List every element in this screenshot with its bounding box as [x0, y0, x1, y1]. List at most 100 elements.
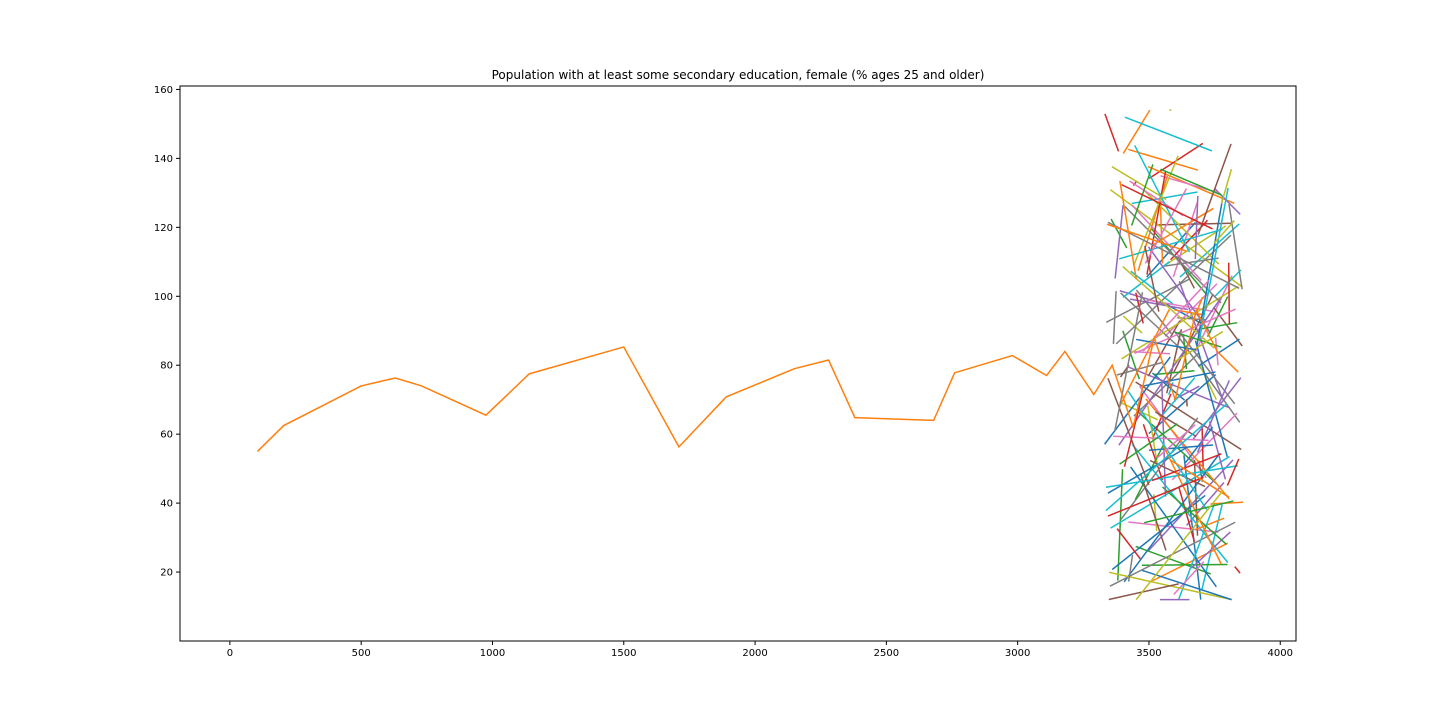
cluster-segment: [1136, 338, 1196, 351]
cluster-segment: [1169, 459, 1230, 498]
cluster-segment: [1107, 377, 1150, 486]
cluster-segment: [1159, 193, 1164, 264]
cluster-segment: [1194, 195, 1199, 260]
cluster-segment: [1185, 399, 1188, 407]
cluster-segment: [1148, 373, 1217, 435]
cluster-segment: [1182, 334, 1188, 370]
cluster-segment: [1135, 381, 1242, 451]
series-line-0: [256, 307, 1239, 452]
cluster-segment: [1201, 425, 1204, 470]
y-tick-label: 120: [154, 223, 173, 234]
plot-frame: [179, 85, 1297, 642]
cluster-segment: [1173, 561, 1205, 595]
cluster-segment: [1114, 292, 1144, 432]
cluster-segment: [1119, 180, 1138, 280]
cluster-segment: [1144, 245, 1160, 312]
y-axis: 20 40 60 80 100 120 140 160: [154, 85, 180, 579]
cluster-segment: [1220, 168, 1233, 205]
cluster-segment: [1146, 171, 1167, 275]
plot-lines: [256, 109, 1244, 601]
cluster-segment: [1134, 145, 1191, 253]
cluster-segment: [1196, 380, 1230, 453]
cluster-segment: [1120, 292, 1187, 355]
cluster-segment: [1162, 377, 1196, 416]
cluster-segment: [1105, 465, 1238, 489]
cluster-segment: [1108, 583, 1179, 601]
cluster-segment: [1214, 188, 1241, 215]
cluster-segment: [1121, 285, 1239, 360]
cluster-segment: [1194, 517, 1225, 531]
x-tick-label: 1500: [611, 648, 636, 659]
y-tick-label: 20: [160, 568, 173, 579]
cluster-segment: [1119, 309, 1170, 407]
cluster-segment: [1127, 390, 1208, 511]
x-tick-label: 3000: [1005, 648, 1030, 659]
cluster-segment: [1147, 320, 1181, 377]
cluster-segment: [1156, 424, 1196, 459]
x-tick-label: 500: [352, 648, 371, 659]
cluster-segment: [1121, 183, 1213, 230]
cluster-segment: [1114, 204, 1124, 279]
cluster-segment: [1123, 393, 1144, 467]
cluster-segment: [1133, 350, 1171, 355]
x-tick-label: 3500: [1136, 648, 1161, 659]
y-tick-label: 80: [160, 361, 173, 372]
cluster-segment: [1110, 218, 1128, 249]
cluster-segment: [1110, 455, 1230, 529]
cluster-segment: [1111, 494, 1206, 571]
cluster-segment: [1119, 228, 1223, 260]
cluster-segment: [1162, 445, 1222, 565]
cluster-segment: [1154, 369, 1195, 376]
y-tick-label: 40: [160, 499, 173, 510]
y-tick-label: 160: [154, 85, 173, 96]
cluster-segment: [1135, 490, 1224, 601]
cluster-segment: [1226, 458, 1240, 486]
cluster-segment: [1106, 223, 1187, 253]
cluster-segment: [1117, 469, 1124, 581]
cluster-segment: [1111, 165, 1167, 201]
cluster-segment: [1162, 486, 1227, 545]
cluster-segment: [1147, 459, 1234, 552]
cluster-segment: [1153, 207, 1214, 246]
cluster-segment: [1151, 542, 1229, 582]
cluster-segment: [1213, 220, 1236, 244]
cluster-segment: [1123, 452, 1221, 583]
cluster-segment: [1143, 500, 1234, 524]
chart-title: Population with at least some secondary …: [492, 68, 985, 82]
cluster-segment: [1173, 293, 1214, 373]
cluster-segment: [1107, 221, 1240, 289]
cluster-segment: [1139, 472, 1167, 551]
cluster-segment: [1124, 116, 1213, 152]
cluster-segment: [1173, 330, 1224, 364]
cluster-segment: [1227, 262, 1231, 325]
cluster-segment: [1201, 504, 1223, 591]
cluster-segment: [1122, 109, 1151, 154]
cluster-segment: [1201, 321, 1238, 330]
cluster-segment: [1130, 270, 1174, 305]
cluster-segment: [1151, 453, 1222, 482]
cluster-segment: [1116, 361, 1164, 376]
cluster-segment: [1128, 148, 1199, 171]
cluster-segment: [1141, 371, 1216, 387]
cluster-segment: [1107, 476, 1204, 517]
cluster-segment: [1129, 298, 1189, 311]
cluster-segment: [1116, 528, 1142, 560]
cluster-segment: [1160, 168, 1222, 196]
cluster-segment: [1122, 261, 1170, 299]
cluster-segment: [1131, 204, 1202, 281]
x-tick-label: 4000: [1268, 648, 1293, 659]
cluster-segment: [1119, 423, 1178, 465]
cluster-segment: [1197, 143, 1232, 235]
cluster-segment: [1144, 188, 1188, 264]
y-tick-label: 60: [160, 430, 173, 441]
cluster-segment: [1148, 444, 1214, 451]
cluster-segment: [1104, 113, 1120, 152]
cluster-segment: [1184, 426, 1214, 464]
cluster-segment: [1145, 398, 1230, 500]
x-tick-label: 0: [227, 648, 233, 659]
cluster-segment: [1135, 545, 1212, 575]
x-tick-label: 2500: [874, 648, 899, 659]
cluster-segment: [1194, 275, 1233, 352]
cluster-segment: [1178, 486, 1196, 542]
cluster-segment: [1234, 566, 1241, 574]
